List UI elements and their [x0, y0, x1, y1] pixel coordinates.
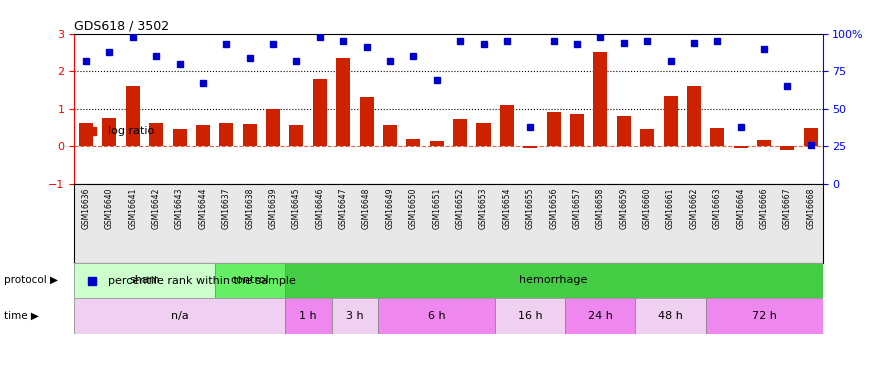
Text: hemorrhage: hemorrhage: [520, 275, 588, 285]
Text: GSM16648: GSM16648: [362, 188, 371, 229]
Bar: [214, 262, 284, 298]
Bar: [149, 123, 164, 146]
Text: control: control: [230, 275, 269, 285]
Bar: [477, 123, 491, 146]
Text: GSM16636: GSM16636: [81, 188, 91, 229]
Bar: [453, 119, 467, 146]
Text: GSM16655: GSM16655: [526, 188, 535, 229]
Text: GSM16639: GSM16639: [269, 188, 277, 229]
Text: GSM16667: GSM16667: [783, 188, 792, 229]
Bar: [332, 298, 378, 334]
Text: 72 h: 72 h: [752, 311, 776, 321]
Text: GSM16641: GSM16641: [129, 188, 137, 229]
Bar: [635, 298, 705, 334]
Bar: [733, 146, 747, 148]
Text: GSM16646: GSM16646: [315, 188, 325, 229]
Text: time ▶: time ▶: [4, 311, 39, 321]
Bar: [196, 124, 210, 146]
Text: GSM16649: GSM16649: [386, 188, 395, 229]
Bar: [710, 128, 724, 146]
Text: 1 h: 1 h: [299, 311, 317, 321]
Bar: [79, 123, 93, 146]
Bar: [284, 262, 822, 298]
Text: 48 h: 48 h: [658, 311, 683, 321]
Bar: [570, 114, 584, 146]
Bar: [383, 124, 397, 146]
Bar: [757, 140, 771, 146]
Bar: [102, 118, 116, 146]
Text: GSM16660: GSM16660: [642, 188, 652, 229]
Bar: [640, 129, 654, 146]
Bar: [523, 146, 537, 148]
Bar: [663, 96, 677, 146]
Bar: [74, 298, 284, 334]
Bar: [172, 129, 186, 146]
Text: GSM16654: GSM16654: [502, 188, 511, 229]
Text: GSM16642: GSM16642: [151, 188, 161, 229]
Bar: [495, 298, 565, 334]
Text: GSM16647: GSM16647: [339, 188, 347, 229]
Text: GSM16656: GSM16656: [550, 188, 558, 229]
Bar: [378, 298, 495, 334]
Bar: [565, 298, 635, 334]
Bar: [74, 262, 214, 298]
Text: GSM16663: GSM16663: [713, 188, 722, 229]
Text: GSM16644: GSM16644: [199, 188, 207, 229]
Bar: [336, 58, 350, 146]
Text: GDS618 / 3502: GDS618 / 3502: [74, 20, 170, 33]
Bar: [687, 86, 701, 146]
Text: GSM16638: GSM16638: [245, 188, 255, 229]
Bar: [593, 53, 607, 146]
Text: sham: sham: [130, 275, 160, 285]
Text: percentile rank within the sample: percentile rank within the sample: [108, 276, 296, 286]
Bar: [617, 116, 631, 146]
Text: GSM16650: GSM16650: [409, 188, 418, 229]
Bar: [242, 124, 256, 146]
Bar: [500, 105, 514, 146]
Text: log ratio: log ratio: [108, 126, 154, 136]
Text: GSM16668: GSM16668: [806, 188, 816, 229]
Text: GSM16653: GSM16653: [479, 188, 488, 229]
Text: GSM16658: GSM16658: [596, 188, 605, 229]
Text: GSM16659: GSM16659: [620, 188, 628, 229]
Bar: [705, 298, 822, 334]
Bar: [360, 98, 374, 146]
Text: GSM16662: GSM16662: [690, 188, 698, 229]
Bar: [430, 141, 444, 146]
Text: GSM16645: GSM16645: [292, 188, 301, 229]
Text: 6 h: 6 h: [428, 311, 445, 321]
Bar: [804, 128, 818, 146]
Text: n/a: n/a: [171, 311, 188, 321]
Bar: [780, 146, 794, 150]
Text: 3 h: 3 h: [346, 311, 364, 321]
Text: protocol ▶: protocol ▶: [4, 275, 59, 285]
Text: GSM16643: GSM16643: [175, 188, 184, 229]
Text: GSM16664: GSM16664: [736, 188, 746, 229]
Bar: [313, 79, 327, 146]
Bar: [284, 298, 332, 334]
Text: GSM16657: GSM16657: [572, 188, 582, 229]
Bar: [406, 139, 420, 146]
Bar: [290, 124, 304, 146]
Text: 16 h: 16 h: [518, 311, 542, 321]
Text: 24 h: 24 h: [588, 311, 612, 321]
Bar: [547, 112, 561, 146]
Text: GSM16661: GSM16661: [666, 188, 675, 229]
Text: GSM16651: GSM16651: [432, 188, 441, 229]
Bar: [126, 86, 140, 146]
Text: GSM16652: GSM16652: [456, 188, 465, 229]
Bar: [220, 123, 234, 146]
Text: GSM16637: GSM16637: [222, 188, 231, 229]
Text: GSM16666: GSM16666: [760, 188, 768, 229]
Bar: [266, 109, 280, 146]
Text: GSM16640: GSM16640: [105, 188, 114, 229]
